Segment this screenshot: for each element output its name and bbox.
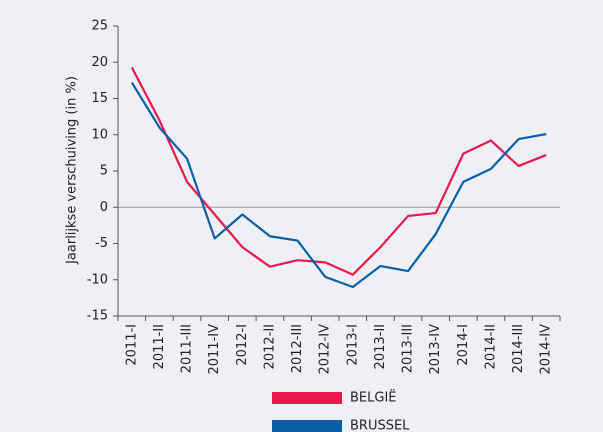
x-tick-label: 2013-I bbox=[345, 324, 360, 366]
x-tick-label: 2013-II bbox=[373, 324, 388, 369]
x-tick-label: 2011-IV bbox=[207, 324, 222, 375]
y-tick-label: 15 bbox=[91, 91, 108, 106]
legend-swatch bbox=[272, 420, 342, 432]
x-tick-label: 2013-III bbox=[401, 324, 416, 373]
x-tick-label: 2012-IV bbox=[318, 324, 333, 375]
legend-swatch bbox=[272, 392, 342, 404]
y-tick-label: 10 bbox=[91, 127, 108, 142]
x-tick-label: 2012-I bbox=[235, 324, 250, 366]
y-tick-label: 0 bbox=[100, 200, 108, 215]
x-tick-label: 2011-I bbox=[124, 324, 139, 366]
x-tick-label: 2014-III bbox=[511, 324, 526, 373]
y-tick-label: 25 bbox=[91, 19, 108, 34]
x-tick-label: 2011-III bbox=[180, 324, 195, 373]
x-tick-label: 2014-II bbox=[483, 324, 498, 369]
y-tick-label: -15 bbox=[87, 309, 108, 324]
legend-label: BELGIË bbox=[350, 390, 397, 406]
y-tick-label: -5 bbox=[95, 236, 108, 251]
y-axis-label: Jaarlijkse verschuiving (in %) bbox=[65, 76, 80, 265]
x-tick-label: 2014-IV bbox=[539, 324, 554, 375]
x-tick-label: 2012-III bbox=[290, 324, 305, 373]
y-tick-label: 5 bbox=[100, 164, 108, 179]
x-tick-label: 2012-II bbox=[262, 324, 277, 369]
legend-label: BRUSSEL bbox=[350, 419, 410, 432]
series-line bbox=[130, 81, 547, 289]
x-tick-label: 2013-IV bbox=[428, 324, 443, 375]
x-tick-label: 2014-I bbox=[456, 324, 471, 366]
y-tick-label: -10 bbox=[87, 272, 108, 287]
x-tick-label: 2011-II bbox=[152, 324, 167, 369]
y-tick-label: 20 bbox=[91, 55, 108, 70]
